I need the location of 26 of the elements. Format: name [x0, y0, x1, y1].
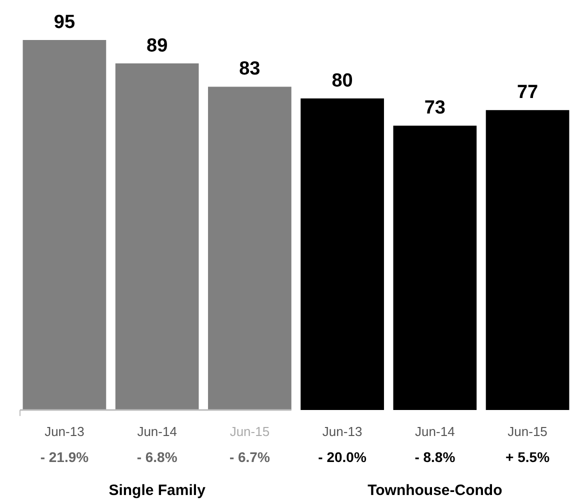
- text: - 8.8%: [414, 449, 456, 465]
- bar: [300, 98, 384, 410]
- text: Single Family: [108, 482, 206, 499]
- text: - 21.9%: [40, 449, 90, 465]
- bar: [115, 63, 199, 410]
- data-label: 77: [516, 82, 538, 104]
- text: + 5.5%: [506, 449, 550, 465]
- data-label: 83: [239, 58, 260, 80]
- data-label: 80: [332, 70, 353, 92]
- x-tick-label: Jun-14: [415, 424, 455, 439]
- bar: [393, 126, 477, 410]
- data-label: 73: [424, 98, 446, 119]
- text: - 6.8%: [136, 449, 178, 465]
- data-label: 95: [54, 12, 76, 33]
- x-tick-label: Jun-15: [508, 424, 548, 439]
- x-tick-label: Jun-15: [230, 424, 270, 439]
- x-tick-label: Jun-14: [137, 424, 177, 439]
- bar: [486, 110, 570, 410]
- text: Townhouse-Condo: [368, 482, 502, 499]
- x-tick-label: Jun-13: [322, 424, 362, 439]
- x-tick-label: Jun-13: [44, 424, 84, 439]
- text: - 6.7%: [229, 449, 270, 465]
- bar: [22, 40, 106, 410]
- bar: [208, 86, 292, 410]
- data-label: 89: [146, 35, 168, 56]
- text: - 20.0%: [318, 449, 367, 465]
